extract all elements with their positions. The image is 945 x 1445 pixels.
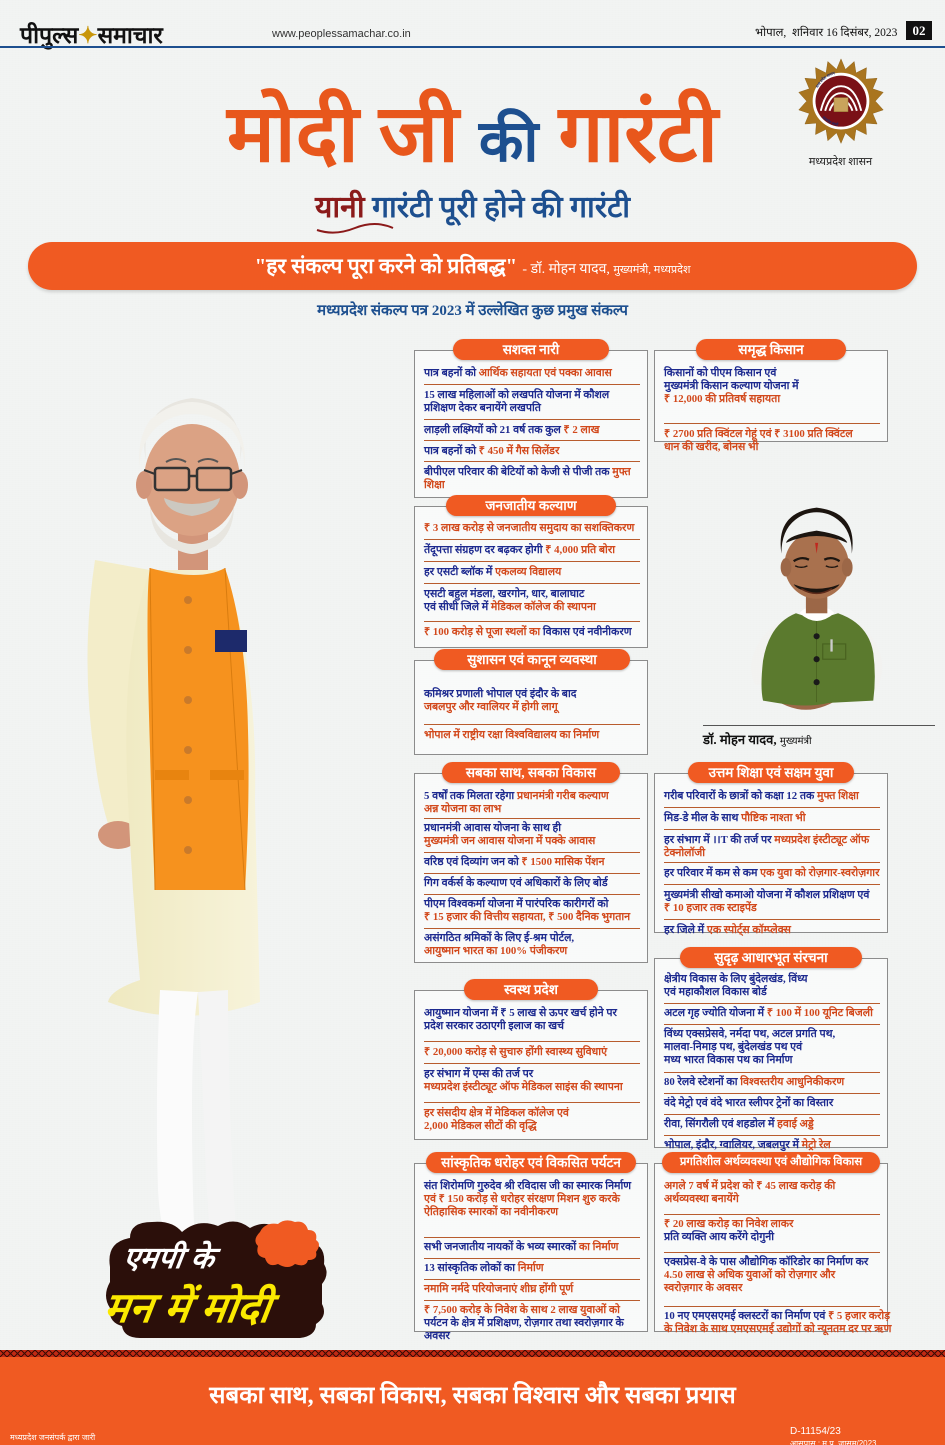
svg-text:एमपी के: एमपी के bbox=[121, 1240, 222, 1275]
svg-text:मन में मोदी: मन में मोदी bbox=[101, 1283, 282, 1331]
